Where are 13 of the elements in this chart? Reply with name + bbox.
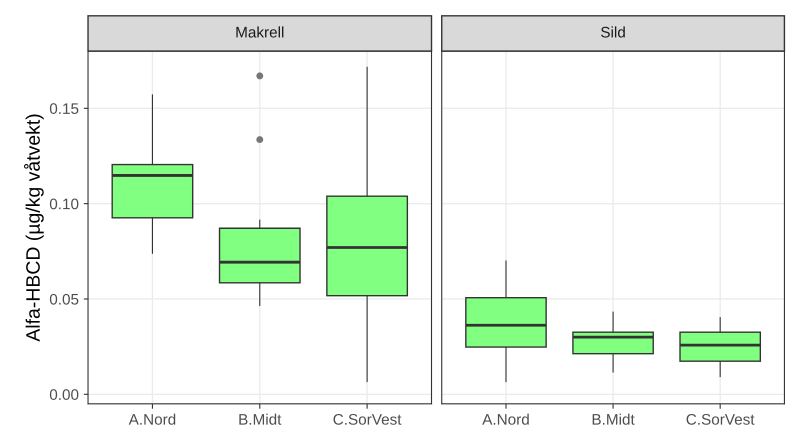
x-tick-label: C.SorVest (333, 414, 402, 425)
x-tick-label: B.Midt (239, 414, 282, 425)
y-axis-title: Alfa-HBCD (µg/kg våtvekt) (24, 114, 44, 342)
y-tick-label: 0.05 (50, 294, 78, 305)
y-tick-label: 0.00 (50, 389, 78, 400)
chart-title: Sild (601, 26, 625, 38)
x-tick-label: A.Nord (482, 414, 529, 425)
y-tick-label: 0.15 (50, 103, 78, 114)
x-tick-label: C.SorVest (686, 414, 754, 425)
x-tick-label: B.Midt (592, 414, 635, 425)
y-tick-label: 0.10 (50, 198, 78, 210)
x-tick-label: A.Nord (128, 414, 176, 425)
chart-title: Makrell (236, 26, 284, 38)
